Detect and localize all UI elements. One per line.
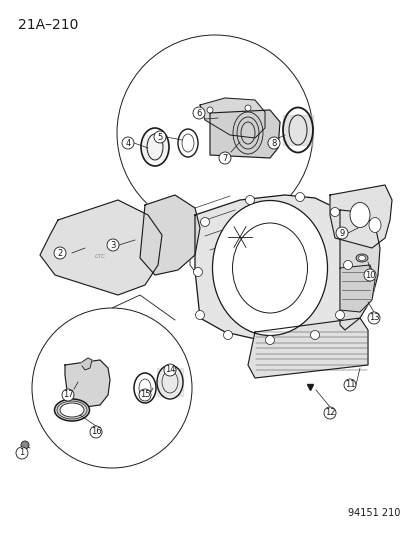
Circle shape: [154, 131, 166, 143]
Circle shape: [367, 312, 379, 324]
Polygon shape: [195, 195, 357, 342]
Text: 11: 11: [344, 381, 354, 390]
Circle shape: [117, 35, 312, 231]
Text: 2: 2: [57, 248, 62, 257]
Text: 15: 15: [140, 391, 150, 400]
Text: CTC: CTC: [94, 254, 105, 259]
Text: 13: 13: [368, 313, 378, 322]
Text: 16: 16: [90, 427, 101, 437]
Circle shape: [164, 364, 176, 376]
Circle shape: [335, 311, 344, 319]
Polygon shape: [140, 195, 199, 275]
Circle shape: [343, 379, 355, 391]
Text: 94151 210: 94151 210: [347, 508, 399, 518]
Circle shape: [245, 196, 254, 205]
Text: 8: 8: [271, 139, 276, 148]
Circle shape: [343, 261, 351, 270]
Text: 1: 1: [19, 448, 24, 457]
Polygon shape: [199, 98, 264, 138]
Circle shape: [90, 426, 102, 438]
Polygon shape: [339, 265, 374, 312]
Circle shape: [32, 308, 192, 468]
Circle shape: [218, 152, 230, 164]
Ellipse shape: [349, 203, 369, 228]
Circle shape: [323, 407, 335, 419]
Circle shape: [267, 137, 279, 149]
Polygon shape: [40, 200, 161, 295]
Circle shape: [310, 330, 319, 340]
Circle shape: [335, 227, 347, 239]
Polygon shape: [247, 318, 367, 378]
Circle shape: [62, 389, 74, 401]
Circle shape: [192, 107, 204, 119]
Ellipse shape: [60, 403, 84, 417]
Circle shape: [244, 105, 250, 111]
Polygon shape: [209, 110, 279, 158]
Text: 12: 12: [324, 408, 335, 417]
Text: 5: 5: [157, 133, 162, 141]
Text: 17: 17: [62, 391, 73, 400]
Circle shape: [223, 330, 232, 340]
Circle shape: [122, 137, 134, 149]
Polygon shape: [82, 358, 92, 370]
Circle shape: [16, 447, 28, 459]
Circle shape: [21, 441, 29, 449]
Circle shape: [200, 217, 209, 227]
Text: 3: 3: [110, 240, 115, 249]
Ellipse shape: [212, 200, 327, 335]
Text: 9: 9: [339, 229, 344, 238]
Text: 7: 7: [222, 154, 227, 163]
Ellipse shape: [368, 217, 380, 232]
Circle shape: [54, 247, 66, 259]
Circle shape: [107, 239, 119, 251]
Polygon shape: [329, 185, 391, 248]
Polygon shape: [339, 210, 379, 330]
Circle shape: [139, 389, 151, 401]
Ellipse shape: [355, 254, 367, 262]
Text: 4: 4: [125, 139, 131, 148]
Polygon shape: [65, 360, 110, 408]
Ellipse shape: [55, 399, 89, 421]
Circle shape: [193, 268, 202, 277]
Text: 14: 14: [164, 366, 175, 375]
Ellipse shape: [358, 255, 365, 261]
Circle shape: [195, 311, 204, 319]
Text: 21A–210: 21A–210: [18, 18, 78, 32]
Text: 6: 6: [196, 109, 201, 117]
Circle shape: [206, 107, 212, 113]
Circle shape: [363, 269, 375, 281]
Circle shape: [295, 192, 304, 201]
Circle shape: [265, 335, 274, 344]
Text: 10: 10: [364, 271, 374, 279]
Circle shape: [330, 207, 339, 216]
